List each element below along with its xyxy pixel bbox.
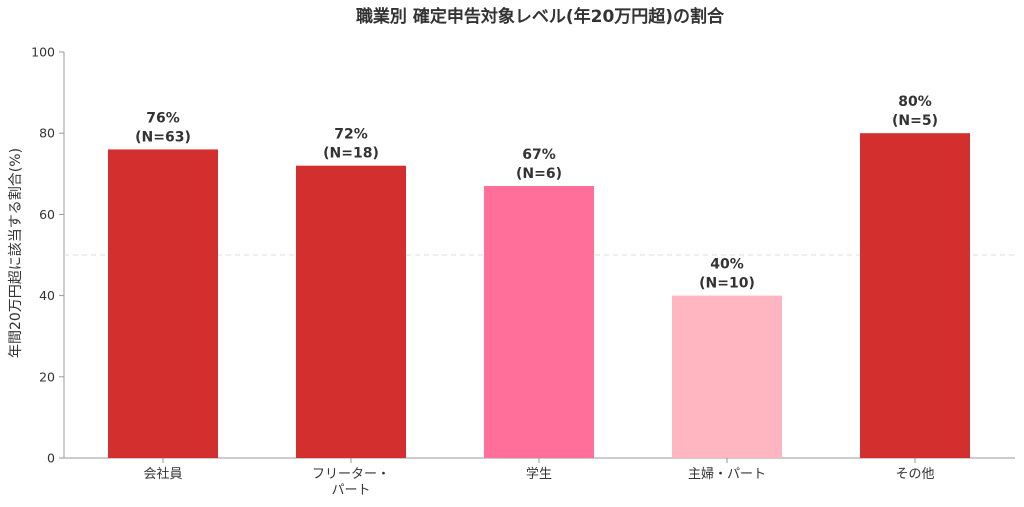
y-axis-label: 年間20万円超に該当する割合(%) [7, 148, 24, 358]
y-tick-label: 20 [39, 369, 55, 384]
bar-value-label: 76% [146, 110, 180, 126]
bar-count-label: (N=10) [699, 276, 755, 292]
y-ticks: 0 20 40 60 80 100 [31, 45, 64, 466]
bar-value-label: 67% [522, 147, 556, 163]
bar-count-label: (N=6) [516, 166, 562, 182]
chart-title: 職業別 確定申告対象レベル(年20万円超)の割合 [356, 6, 725, 27]
y-tick-label: 60 [39, 207, 55, 222]
bar [672, 295, 782, 458]
bar [860, 133, 970, 458]
x-tick-label: 会社員 [143, 466, 182, 482]
y-tick-label: 80 [39, 126, 55, 141]
bar [108, 149, 218, 458]
x-tick-label: 学生 [526, 466, 552, 482]
x-tick-label: フリーター・ [312, 467, 390, 482]
x-ticks: 会社員 フリーター・パート 学生 主婦・パート その他 [143, 458, 935, 498]
bar-count-label: (N=5) [892, 113, 938, 129]
x-tick-label: その他 [895, 467, 934, 482]
x-tick-label: 主婦・パート [688, 466, 766, 482]
bar-value-label: 72% [334, 127, 368, 143]
data-labels: 76% (N=63) 72% (N=18) 67% (N=6) 40% (N=10) 80% (N… [135, 94, 938, 291]
y-tick-label: 100 [31, 45, 55, 60]
bar-value-label: 80% [898, 94, 932, 110]
bar [296, 165, 406, 458]
bar-value-label: 40% [710, 257, 744, 273]
bars [108, 133, 970, 459]
y-tick-label: 0 [47, 451, 55, 466]
bar-count-label: (N=63) [135, 129, 191, 145]
bar-count-label: (N=18) [323, 146, 379, 162]
bar [484, 185, 594, 459]
x-tick-label: パート [331, 483, 370, 498]
y-tick-label: 40 [39, 288, 55, 303]
